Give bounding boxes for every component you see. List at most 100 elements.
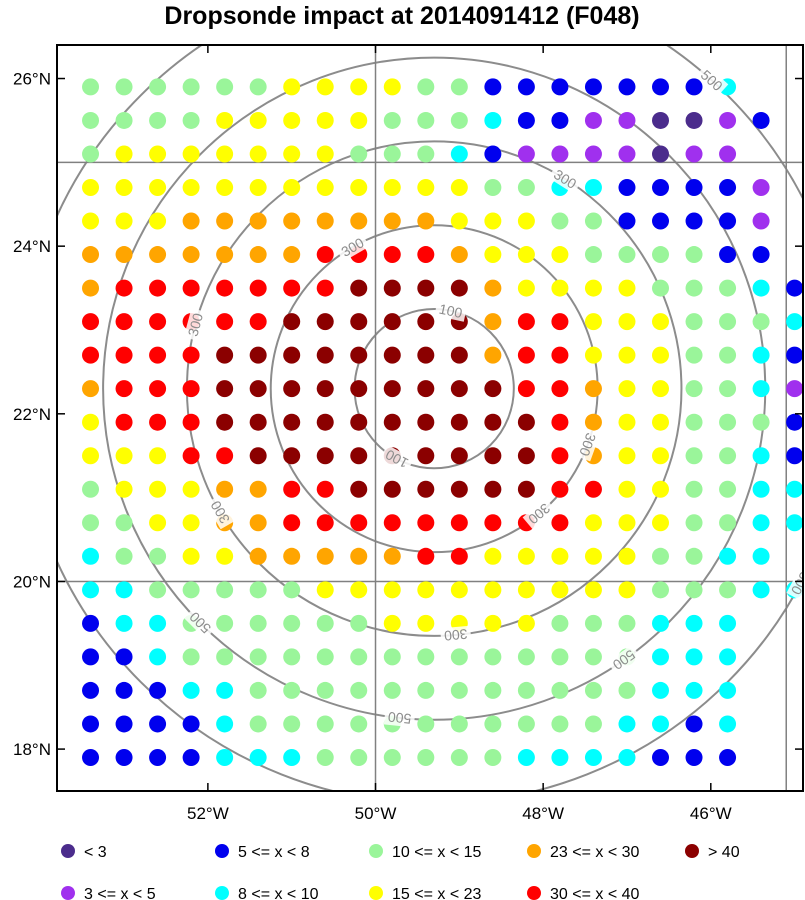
axes: 52°W 50°W 48°W 46°W 26°N 24°N 22°N 20°N 18°N bbox=[13, 45, 803, 823]
impact-dot bbox=[149, 514, 167, 532]
impact-dot bbox=[584, 547, 602, 565]
impact-dot bbox=[652, 246, 670, 264]
impact-dot bbox=[283, 78, 301, 96]
impact-dot bbox=[719, 581, 737, 599]
impact-dot bbox=[517, 145, 535, 163]
impact-dot bbox=[82, 681, 100, 699]
impact-dot bbox=[383, 547, 401, 565]
impact-dot bbox=[450, 78, 468, 96]
impact-dot bbox=[283, 514, 301, 532]
impact-dot bbox=[450, 413, 468, 431]
impact-dot bbox=[417, 681, 435, 699]
impact-dot bbox=[685, 178, 703, 196]
contour-label-bg bbox=[786, 566, 803, 601]
impact-dot bbox=[719, 212, 737, 230]
impact-dot bbox=[517, 212, 535, 230]
impact-dot bbox=[216, 279, 234, 297]
impact-dot bbox=[417, 346, 435, 364]
legend-label: 15 <= x < 23 bbox=[392, 886, 482, 900]
impact-dot bbox=[283, 346, 301, 364]
contour-label-bg bbox=[548, 164, 583, 194]
impact-dot bbox=[517, 715, 535, 733]
x-tick-label: 46°W bbox=[690, 804, 732, 823]
legend: < 3 5 <= x < 8 10 <= x < 15 23 <= x < 30 > 4… bbox=[61, 844, 740, 900]
impact-dot bbox=[584, 212, 602, 230]
impact-dot bbox=[484, 715, 502, 733]
impact-dot bbox=[249, 447, 267, 465]
impact-dot bbox=[182, 212, 200, 230]
impact-dot bbox=[383, 246, 401, 264]
impact-dot bbox=[82, 111, 100, 129]
impact-dot bbox=[652, 279, 670, 297]
impact-dot bbox=[450, 581, 468, 599]
impact-dot bbox=[82, 715, 100, 733]
impact-dot bbox=[685, 480, 703, 498]
legend-label: 30 <= x < 40 bbox=[550, 886, 640, 900]
impact-dot bbox=[450, 715, 468, 733]
impact-dot bbox=[82, 748, 100, 766]
impact-dot bbox=[719, 246, 737, 264]
impact-dot bbox=[249, 547, 267, 565]
impact-dot bbox=[316, 78, 334, 96]
impact-dot bbox=[82, 514, 100, 532]
impact-dot bbox=[584, 246, 602, 264]
impact-dot bbox=[652, 178, 670, 196]
impact-dot bbox=[249, 313, 267, 331]
impact-dot bbox=[283, 681, 301, 699]
impact-dot bbox=[685, 279, 703, 297]
impact-dot bbox=[618, 178, 636, 196]
impact-dot bbox=[752, 346, 770, 364]
impact-dot bbox=[115, 447, 133, 465]
impact-dot bbox=[584, 748, 602, 766]
impact-dot bbox=[350, 313, 368, 331]
impact-dot bbox=[652, 514, 670, 532]
impact-dot bbox=[786, 279, 804, 297]
impact-dot bbox=[685, 212, 703, 230]
impact-dot bbox=[115, 178, 133, 196]
impact-dot bbox=[216, 78, 234, 96]
impact-dot bbox=[450, 480, 468, 498]
impact-dot bbox=[584, 581, 602, 599]
y-tick-label: 18°N bbox=[13, 740, 51, 759]
impact-dot bbox=[652, 547, 670, 565]
impact-dot bbox=[182, 380, 200, 398]
impact-dot bbox=[216, 346, 234, 364]
impact-dot bbox=[450, 246, 468, 264]
impact-dot bbox=[517, 681, 535, 699]
impact-dot bbox=[350, 681, 368, 699]
impact-dot bbox=[719, 514, 737, 532]
contour-label-bg bbox=[383, 708, 416, 728]
impact-dot bbox=[551, 380, 569, 398]
y-tick-label: 24°N bbox=[13, 237, 51, 256]
impact-dot bbox=[182, 145, 200, 163]
impact-dot bbox=[283, 246, 301, 264]
impact-dot bbox=[618, 748, 636, 766]
impact-dot bbox=[249, 748, 267, 766]
impact-dot bbox=[685, 715, 703, 733]
impact-dot bbox=[417, 748, 435, 766]
impact-dot bbox=[618, 111, 636, 129]
impact-dot bbox=[652, 111, 670, 129]
impact-dot bbox=[417, 614, 435, 632]
impact-dot bbox=[417, 279, 435, 297]
impact-dot bbox=[551, 748, 569, 766]
impact-dot bbox=[82, 313, 100, 331]
impact-dot bbox=[283, 313, 301, 331]
impact-dot bbox=[350, 648, 368, 666]
impact-dot bbox=[316, 681, 334, 699]
impact-dot bbox=[383, 648, 401, 666]
impact-dot bbox=[752, 178, 770, 196]
impact-dot bbox=[149, 246, 167, 264]
impact-dot bbox=[216, 547, 234, 565]
legend-swatch bbox=[61, 886, 75, 900]
legend-label: 10 <= x < 15 bbox=[392, 844, 482, 861]
impact-dot bbox=[719, 178, 737, 196]
impact-dot bbox=[149, 480, 167, 498]
impact-dot bbox=[283, 748, 301, 766]
impact-dot bbox=[618, 514, 636, 532]
impact-dot bbox=[350, 380, 368, 398]
impact-dot bbox=[551, 581, 569, 599]
contour-label-bg bbox=[434, 299, 468, 322]
impact-dot bbox=[149, 413, 167, 431]
impact-dot bbox=[719, 447, 737, 465]
